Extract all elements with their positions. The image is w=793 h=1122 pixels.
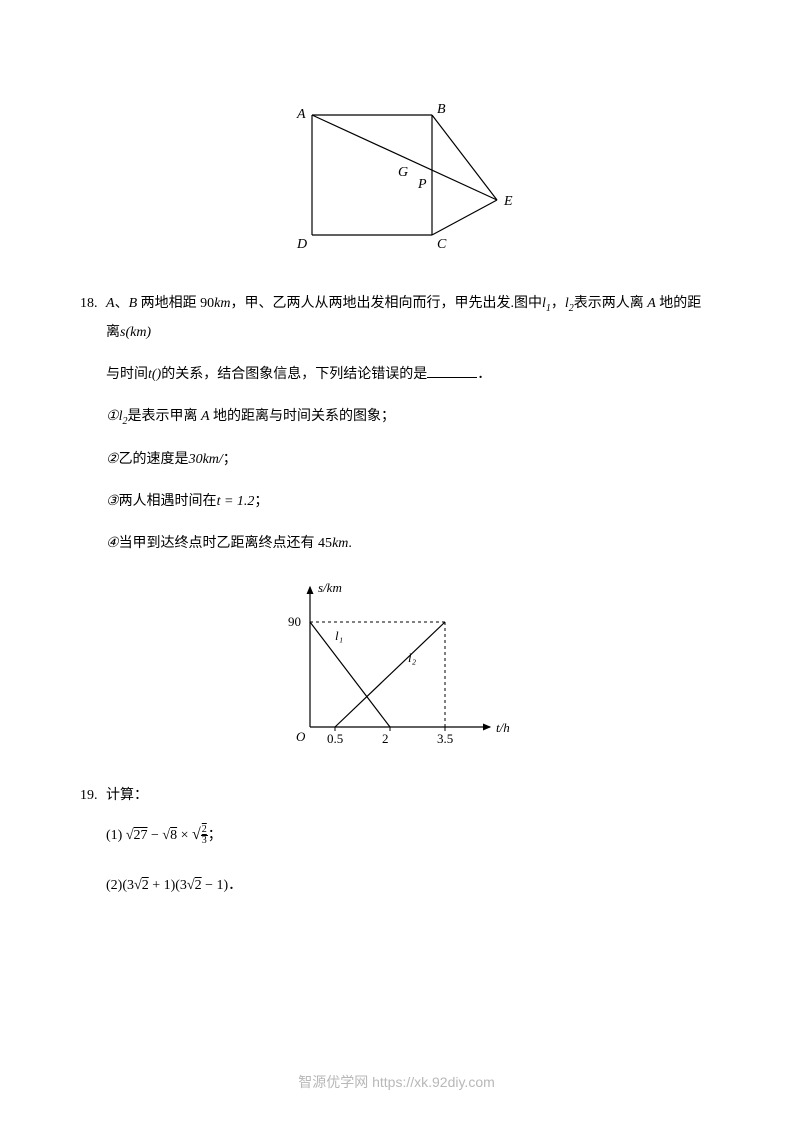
svg-text:A: A bbox=[296, 107, 306, 122]
q19-number: 19. bbox=[80, 782, 106, 810]
q18-stem-line1: A、B 两地相距 90km，甲、乙两人从两地出发相向而行，甲先出发.图中l1，l… bbox=[106, 290, 713, 347]
q18-option-3: ③两人相遇时间在t = 1.2； bbox=[80, 488, 713, 516]
q19-calc-2: (2)(3√2 + 1)(3√2 − 1)． bbox=[80, 874, 713, 894]
svg-text:G: G bbox=[398, 165, 408, 180]
q19-title: 计算： bbox=[106, 782, 713, 810]
svg-text:t/h: t/h bbox=[496, 720, 510, 735]
q18-stem-line2: 与时间t()的关系，结合图象信息，下列结论错误的是． bbox=[80, 361, 713, 389]
page-footer: 智源优学网 https://xk.92diy.com bbox=[0, 1072, 793, 1092]
question-18: 18. A、B 两地相距 90km，甲、乙两人从两地出发相向而行，甲先出发.图中… bbox=[80, 290, 713, 558]
svg-text:l₂: l₂ bbox=[408, 650, 417, 665]
q18-option-4: ④当甲到达终点时乙距离终点还有 45km. bbox=[80, 530, 713, 558]
svg-text:C: C bbox=[437, 237, 447, 252]
svg-text:s/km: s/km bbox=[318, 580, 342, 595]
q18-option-1: ①l2是表示甲离 A 地的距离与时间关系的图象； bbox=[80, 403, 713, 432]
svg-text:l₁: l₁ bbox=[335, 628, 343, 643]
q19-calc-1: (1) √27 − √8 × √23； bbox=[80, 824, 713, 846]
svg-text:2: 2 bbox=[382, 731, 389, 746]
svg-text:O: O bbox=[296, 729, 306, 744]
question-19: 19. 计算： (1) √27 − √8 × √23； (2)(3√2 + 1)… bbox=[80, 782, 713, 894]
geometry-figure: A B C D E GP bbox=[272, 100, 522, 260]
svg-text:B: B bbox=[437, 102, 446, 117]
svg-text:0.5: 0.5 bbox=[327, 731, 343, 746]
svg-text:P: P bbox=[417, 177, 427, 192]
answer-blank bbox=[427, 364, 477, 378]
svg-text:90: 90 bbox=[288, 614, 301, 629]
distance-time-chart: s/km t/h O 90 0.5 2 3.5 l₁ l₂ bbox=[280, 572, 540, 762]
svg-text:E: E bbox=[503, 194, 513, 209]
q18-number: 18. bbox=[80, 290, 106, 318]
svg-text:3.5: 3.5 bbox=[437, 731, 453, 746]
svg-text:D: D bbox=[296, 237, 307, 252]
q18-option-2: ②乙的速度是30km/； bbox=[80, 446, 713, 474]
